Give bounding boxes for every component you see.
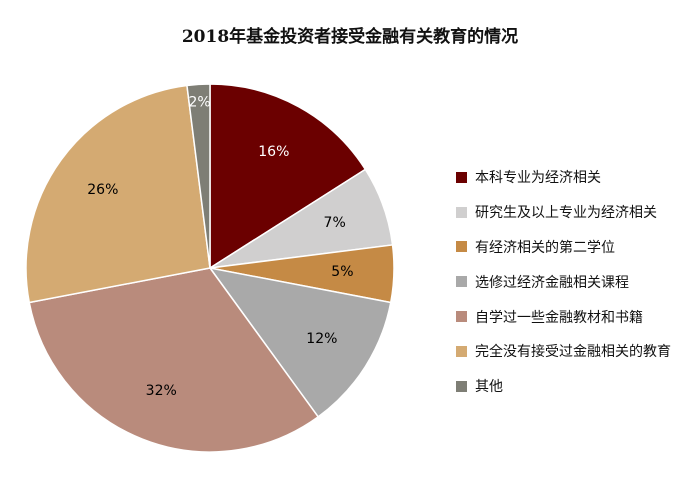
legend-swatch [456,241,467,253]
legend-label: 本科专业为经济相关 [475,170,601,187]
legend-label: 选修过经济金融相关课程 [475,274,629,291]
legend-label: 研究生及以上专业为经济相关 [475,205,657,222]
legend-swatch [456,380,467,392]
legend-swatch [456,276,467,288]
chart-title: 2018年基金投资者接受金融有关教育的情况 [181,27,519,47]
pie-slice-6 [25,84,211,304]
legend: 本科专业为经济相关研究生及以上专业为经济相关 有经济相关的第二学位 选修过经济金融相… [456,160,671,404]
slice-data-label-7: 2% [188,95,210,111]
legend-label: 其他 [475,379,503,396]
pie-slice-4 [208,266,392,418]
slice-data-label-4: 12% [306,331,337,347]
legend-item-2: 研究生及以上专业为经济相关 [456,195,671,230]
legend-item-7: 其他 [456,369,671,404]
legend-item-1: 本科专业为经济相关 [456,160,671,195]
legend-swatch [456,311,467,323]
legend-item-5: 自学过一些金融教材和书籍 [456,299,671,334]
legend-swatch [456,206,467,218]
pie-slice-1 [209,83,367,270]
legend-swatch [456,345,467,357]
slice-data-label-1: 16% [258,144,289,160]
slice-data-label-6: 26% [87,182,118,198]
legend-item-6: 完全没有接受过金融相关的教育 [456,334,671,369]
slice-data-label-2: 7% [324,215,346,231]
pie-slice-5 [28,267,320,453]
legend-item-3: 有经济相关的第二学位 [456,230,671,265]
slice-data-label-3: 5% [331,264,353,280]
slice-data-label-5: 32% [146,383,177,399]
legend-item-4: 选修过经济金融相关课程 [456,264,671,299]
legend-label: 有经济相关的第二学位 [475,239,615,256]
legend-label: 完全没有接受过金融相关的教育 [475,344,671,361]
pie-slice-7 [186,83,211,269]
legend-swatch [456,171,467,183]
legend-label: 自学过一些金融教材和书籍 [475,309,643,326]
